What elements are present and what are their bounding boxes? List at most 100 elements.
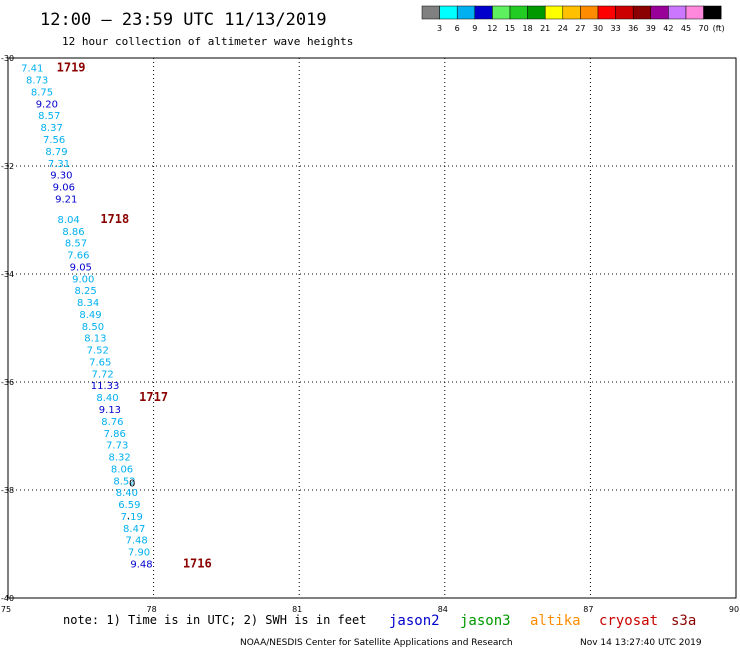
timestamp-text: Nov 14 13:27:40 UTC 2019 <box>580 638 702 648</box>
wave-height-label: 8.06 <box>111 464 133 475</box>
wave-height-label: 8.25 <box>75 286 97 297</box>
satellite-legend: jason2 jason3 altika cryosat s3a <box>389 613 696 629</box>
legend-swatch <box>421 5 440 20</box>
wave-height-label: 8.04 <box>58 215 80 226</box>
legend-tick-label: 42 <box>663 24 673 33</box>
legend-swatch <box>597 5 616 20</box>
wave-height-label: 8.34 <box>77 298 99 309</box>
legend-unit: (ft) <box>713 24 725 33</box>
wave-height-label: 7.19 <box>121 512 143 523</box>
legend-tick-label: 3 <box>437 24 442 33</box>
wave-height-label: 7.90 <box>128 548 150 559</box>
wave-height-label: 8.47 <box>123 524 145 535</box>
wave-height-label: 6.59 <box>118 500 140 511</box>
wave-height-label: 8.79 <box>45 147 67 158</box>
legend-swatch <box>527 5 546 20</box>
x-tick-label: 84 <box>438 605 448 614</box>
wave-height-label: 7.48 <box>125 536 147 547</box>
wave-height-label: 8.37 <box>41 123 63 134</box>
wave-height-label: 9.00 <box>72 274 94 285</box>
legend-swatch <box>632 5 652 20</box>
legend-tick-label: 30 <box>593 24 603 33</box>
satellite-name: jason2 <box>389 613 440 629</box>
wave-height-label: 7.52 <box>87 346 109 357</box>
x-tick-label: 81 <box>292 605 302 614</box>
time-label: 1716 <box>183 556 212 570</box>
legend-tick-label: 18 <box>523 24 533 33</box>
time-label: 1719 <box>57 61 86 75</box>
y-tick-label: -40 <box>1 594 14 603</box>
legend-tick-label: 24 <box>558 24 568 33</box>
wave-height-label: 9.05 <box>70 262 92 273</box>
color-legend: 3 6 9 12 15 18 21 24 27 30 33 36 39 42 45 70 (ft) <box>421 5 725 33</box>
wave-height-label: 8.75 <box>31 87 53 98</box>
wave-height-label: 8.50 <box>82 322 104 333</box>
grid-lines <box>8 58 736 598</box>
axis-ticks: 75 78 81 84 87 90 -30 -32 -34 -36 -38 -40 <box>1 54 739 614</box>
legend-tick-label: 33 <box>611 24 621 33</box>
wave-height-label: 7.73 <box>106 441 128 452</box>
satellite-name: cryosat <box>599 613 658 629</box>
time-label: 1717 <box>139 390 168 404</box>
wave-height-label: 8.76 <box>101 417 123 428</box>
legend-tick-label: 12 <box>487 24 497 33</box>
legend-swatch <box>668 5 687 20</box>
legend-tick-label: 39 <box>646 24 656 33</box>
legend-swatch <box>492 5 511 20</box>
wave-height-label: 7.72 <box>92 369 114 380</box>
wave-height-label: 8.73 <box>26 76 48 87</box>
legend-tick-label: 27 <box>575 24 585 33</box>
wave-height-label: 7.86 <box>104 429 126 440</box>
satellite-name: altika <box>530 613 581 629</box>
wave-height-label: 9.13 <box>99 405 121 416</box>
data-points: 7.418.738.759.20 8.57 8.377.568.797.319.30… <box>21 61 212 571</box>
wave-height-label: 9.20 <box>36 99 58 110</box>
track-marker: 0 <box>129 479 135 490</box>
legend-tick-label: 36 <box>628 24 638 33</box>
legend-tick-label: 15 <box>505 24 515 33</box>
wave-height-label: 7.66 <box>67 251 89 262</box>
wave-height-label: 9.48 <box>130 559 152 570</box>
x-tick-label: 75 <box>1 605 11 614</box>
chart-subtitle: 12 hour collection of altimeter wave hei… <box>62 35 353 48</box>
x-tick-label: 87 <box>583 605 593 614</box>
satellite-name: jason3 <box>460 613 511 629</box>
plot-frame <box>7 57 737 599</box>
wave-height-label: 8.32 <box>108 453 130 464</box>
wave-height-label: 9.21 <box>55 194 77 205</box>
wave-height-label: 7.65 <box>89 357 111 368</box>
legend-swatch <box>509 5 528 20</box>
wave-height-label: 8.40 <box>116 488 138 499</box>
wave-height-label: 8.86 <box>62 227 84 238</box>
wave-height-label: 9.06 <box>53 183 75 194</box>
wave-height-label: 7.56 <box>43 135 65 146</box>
y-tick-label: -30 <box>1 54 14 63</box>
legend-swatch <box>615 5 634 20</box>
wave-height-label: 11.33 <box>91 381 120 392</box>
y-tick-label: -34 <box>1 270 14 279</box>
legend-tick-label: 6 <box>455 24 460 33</box>
wave-height-label: 9.30 <box>50 171 72 182</box>
track-marker: · <box>127 514 130 525</box>
wave-height-label: 8.40 <box>96 393 118 404</box>
legend-tick-label: 70 <box>699 24 709 33</box>
y-tick-label: -38 <box>1 486 14 495</box>
legend-tick-label: 9 <box>472 24 477 33</box>
legend-swatch <box>650 5 669 20</box>
footnote: note: 1) Time is in UTC; 2) SWH is in fe… <box>63 613 366 627</box>
x-tick-label: 90 <box>729 605 739 614</box>
legend-swatch <box>685 5 704 20</box>
x-tick-label: 78 <box>147 605 157 614</box>
legend-tick-label: 45 <box>681 24 691 33</box>
legend-swatch <box>580 5 599 20</box>
legend-swatch <box>544 5 564 20</box>
credit-text: NOAA/NESDIS Center for Satellite Applica… <box>240 638 513 648</box>
wave-height-label: 7.41 <box>21 64 43 75</box>
wave-height-label: 8.52 <box>113 476 135 487</box>
legend-swatch <box>474 5 493 20</box>
wave-height-label: 7.31 <box>48 159 70 170</box>
wave-height-label: 8.49 <box>79 310 101 321</box>
legend-swatch <box>562 5 581 20</box>
wave-height-label: 8.57 <box>65 239 87 250</box>
